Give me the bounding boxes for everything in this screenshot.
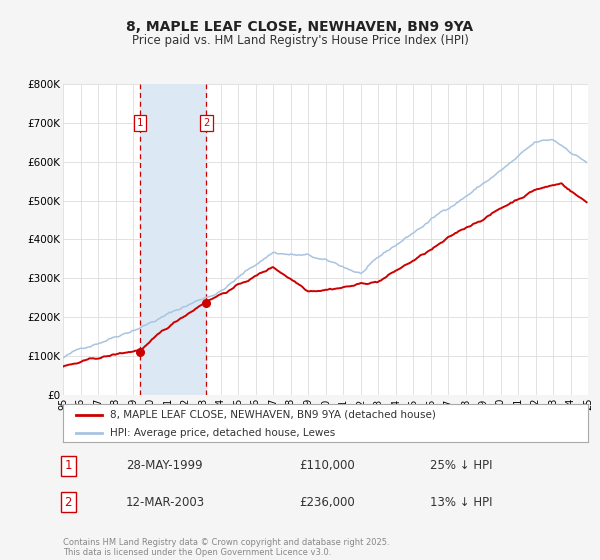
Text: £236,000: £236,000 <box>299 496 355 509</box>
Text: Contains HM Land Registry data © Crown copyright and database right 2025.
This d: Contains HM Land Registry data © Crown c… <box>63 538 389 557</box>
Text: 1: 1 <box>137 118 143 128</box>
Text: 1: 1 <box>65 459 72 473</box>
Text: 12-MAR-2003: 12-MAR-2003 <box>126 496 205 509</box>
Text: HPI: Average price, detached house, Lewes: HPI: Average price, detached house, Lewe… <box>110 428 335 438</box>
Text: Price paid vs. HM Land Registry's House Price Index (HPI): Price paid vs. HM Land Registry's House … <box>131 34 469 46</box>
Text: 13% ↓ HPI: 13% ↓ HPI <box>431 496 493 509</box>
Text: £110,000: £110,000 <box>299 459 355 473</box>
Text: 2: 2 <box>65 496 72 509</box>
Text: 25% ↓ HPI: 25% ↓ HPI <box>431 459 493 473</box>
Text: 2: 2 <box>203 118 209 128</box>
Text: 8, MAPLE LEAF CLOSE, NEWHAVEN, BN9 9YA (detached house): 8, MAPLE LEAF CLOSE, NEWHAVEN, BN9 9YA (… <box>110 410 436 420</box>
Text: 8, MAPLE LEAF CLOSE, NEWHAVEN, BN9 9YA: 8, MAPLE LEAF CLOSE, NEWHAVEN, BN9 9YA <box>127 20 473 34</box>
Bar <box>140 84 206 395</box>
Text: 28-MAY-1999: 28-MAY-1999 <box>126 459 203 473</box>
